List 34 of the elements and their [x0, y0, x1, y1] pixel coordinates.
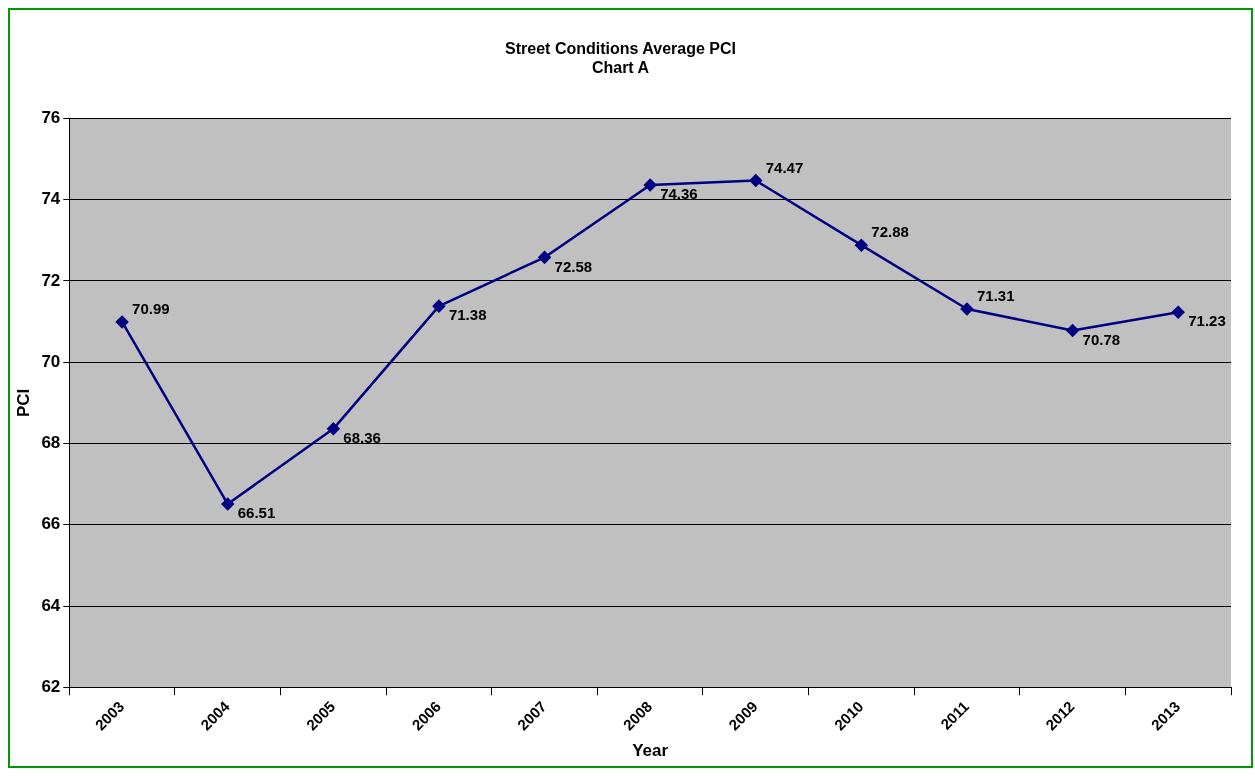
- y-tick-label: 72: [41, 270, 61, 290]
- data-label: 70.78: [1082, 330, 1121, 348]
- y-tick-label: 68: [41, 433, 61, 453]
- y-tick-label: 76: [41, 108, 61, 128]
- x-axis-title: Year: [632, 741, 669, 761]
- point: [115, 315, 129, 329]
- chart-subtitle: Chart A: [591, 59, 650, 77]
- point: [221, 497, 234, 511]
- data-label: 68.36: [343, 428, 381, 446]
- point: [432, 299, 446, 313]
- point: [1171, 305, 1185, 319]
- data-label: 66.51: [237, 504, 276, 522]
- point: [538, 251, 551, 264]
- data-label: 72.88: [871, 223, 909, 241]
- point: [643, 178, 657, 192]
- data-label: 72.58: [554, 257, 593, 275]
- y-tick-label: 70: [41, 351, 61, 371]
- point: [1066, 324, 1079, 337]
- data-label: 71.23: [1188, 312, 1226, 330]
- data-label: 74.47: [765, 158, 804, 176]
- point: [960, 302, 974, 316]
- y-tick-label: 66: [41, 514, 61, 534]
- point: [855, 238, 868, 252]
- y-axis-title: PCI: [13, 388, 33, 418]
- point: [749, 174, 763, 187]
- point: [327, 422, 340, 436]
- data-label: 71.31: [976, 287, 1015, 305]
- y-tick-label: 74: [41, 189, 61, 209]
- data-label: 74.36: [660, 185, 698, 203]
- y-tick-label: 64: [41, 595, 61, 615]
- data-label: 71.38: [448, 306, 487, 324]
- y-tick-label: 62: [41, 676, 61, 696]
- data-label: 70.99: [132, 300, 170, 318]
- chart-title: Street Conditions Average PCI: [505, 40, 736, 58]
